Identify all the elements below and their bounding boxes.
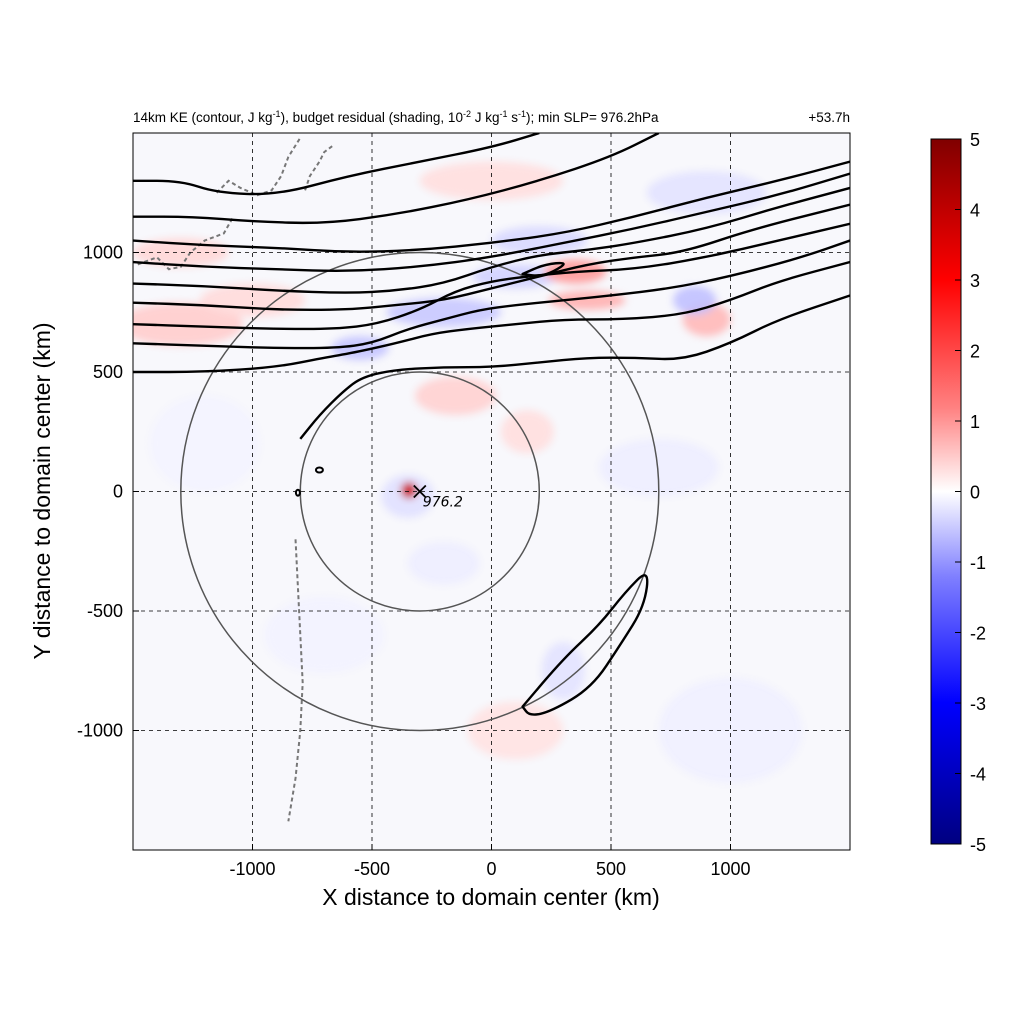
ke-contour-line [133, 172, 850, 273]
x-tick-label: 1000 [710, 859, 750, 879]
colorbar-tick-label: 5 [970, 130, 980, 150]
residual-blob [407, 541, 480, 585]
colorbar-tick-label: -4 [970, 765, 986, 785]
time-label: +53.7h [808, 110, 850, 125]
y-axis-ticks: -1000 -500 0 500 1000 [77, 243, 139, 741]
residual-blob [646, 171, 767, 215]
colorbar-tick-label: 1 [970, 412, 980, 432]
ke-contour-small [314, 466, 324, 474]
residual-blob [386, 297, 502, 327]
colorbar-tick-label: 0 [970, 483, 980, 503]
residual-blob [541, 642, 585, 700]
ke-contour-line [133, 160, 850, 253]
min-slp-marker [413, 484, 427, 499]
min-slp-label: 976.2 [423, 495, 463, 511]
residual-blob [599, 438, 719, 497]
residual-blob [658, 677, 803, 784]
colorbar-tick-label: -3 [970, 694, 986, 714]
ke-contours [133, 133, 850, 716]
colorbar-tick-label: 2 [970, 342, 980, 362]
coastline-segment [137, 216, 235, 271]
ke-contour-line [133, 203, 850, 312]
y-tick-label: 1000 [83, 243, 123, 263]
coastline-segment [287, 539, 304, 822]
ke-contour-line [133, 260, 850, 374]
colorbar-tick-label: 3 [970, 271, 980, 291]
colorbar-ticks: 5 4 3 2 1 0 -1 -2 -3 -4 -5 [955, 130, 986, 855]
ke-contour-closed [521, 261, 565, 277]
plot-area [133, 133, 850, 850]
y-tick-label: -500 [87, 601, 123, 621]
ke-contour-line [299, 294, 850, 440]
colorbar-tick-label: -5 [970, 835, 986, 855]
residual-blob [133, 302, 243, 346]
coastline-segment [304, 144, 335, 191]
y-axis-label: Y distance to domain center (km) [29, 322, 55, 659]
y-tick-label: 0 [113, 482, 123, 502]
ke-contour-line [133, 239, 850, 350]
x-tick-label: -1000 [229, 859, 275, 879]
colorbar-tick-label: -1 [970, 553, 986, 573]
y-tick-label: 500 [93, 362, 123, 382]
residual-blob [264, 596, 384, 674]
ke-contour-line [133, 133, 540, 196]
x-axis-ticks: -1000 -500 0 500 1000 [229, 844, 751, 879]
x-axis-label: X distance to domain center (km) [322, 884, 659, 910]
residual-blob [415, 376, 497, 416]
ke-contour-line [133, 186, 850, 294]
colorbar-tick-label: 4 [970, 201, 980, 221]
ke-contour-small [294, 488, 301, 497]
chart-title: 14km KE (contour, J kg-1), budget residu… [133, 109, 659, 125]
colorbar-tick-label: -2 [970, 624, 986, 644]
ke-contour-line [133, 222, 850, 331]
ke-contour-closed [521, 574, 649, 716]
x-tick-label: 500 [596, 859, 626, 879]
y-tick-label: -1000 [77, 721, 123, 741]
marker-stroke [413, 484, 427, 499]
x-tick-label: -500 [354, 859, 390, 879]
residual-blob [149, 395, 260, 492]
x-tick-label: 0 [486, 859, 496, 879]
range-circle [180, 251, 660, 732]
residual-core [401, 482, 418, 499]
ke-contour-line [133, 133, 660, 225]
residual-blob [419, 161, 564, 200]
residual-blob [501, 410, 554, 454]
